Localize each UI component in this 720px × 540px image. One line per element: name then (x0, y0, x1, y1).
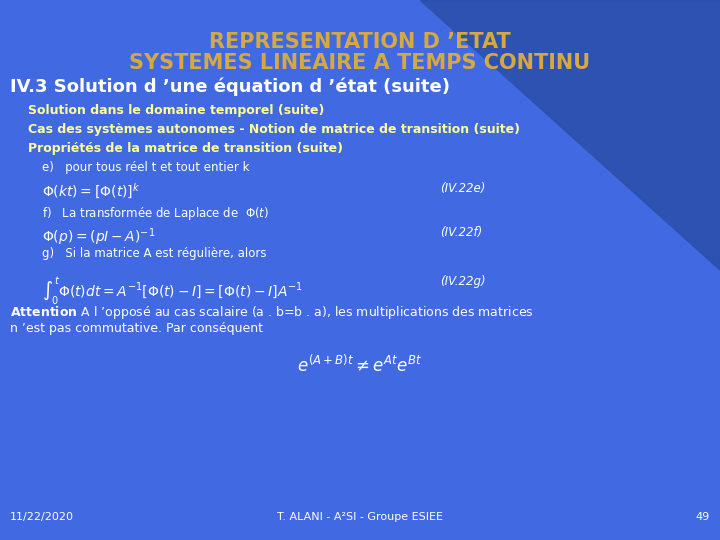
Text: Cas des systèmes autonomes - Notion de matrice de transition (suite): Cas des systèmes autonomes - Notion de m… (28, 123, 520, 136)
Text: $\int_0^t \Phi(t)dt = A^{-1}\left[\Phi(t) - I\right] = \left[\Phi(t) - I\right]A: $\int_0^t \Phi(t)dt = A^{-1}\left[\Phi(t… (42, 275, 303, 307)
Polygon shape (420, 0, 720, 270)
Text: 11/22/2020: 11/22/2020 (10, 512, 74, 522)
Text: (IV.22f): (IV.22f) (440, 226, 482, 239)
Text: (IV.22e): (IV.22e) (440, 182, 485, 195)
Text: $e^{(A+B)t} \neq e^{At}e^{Bt}$: $e^{(A+B)t} \neq e^{At}e^{Bt}$ (297, 355, 423, 376)
Text: 49: 49 (696, 512, 710, 522)
Text: $\Phi(p) = (pI - A)^{-1}$: $\Phi(p) = (pI - A)^{-1}$ (42, 226, 156, 248)
Text: T. ALANI - A²SI - Groupe ESIEE: T. ALANI - A²SI - Groupe ESIEE (277, 512, 443, 522)
Text: REPRESENTATION D ’ETAT: REPRESENTATION D ’ETAT (209, 32, 511, 52)
Text: Propriétés de la matrice de transition (suite): Propriétés de la matrice de transition (… (28, 142, 343, 155)
Text: n ’est pas commutative. Par conséquent: n ’est pas commutative. Par conséquent (10, 322, 263, 335)
Text: $\Phi(kt) = \left[\Phi(t)\right]^k$: $\Phi(kt) = \left[\Phi(t)\right]^k$ (42, 182, 140, 201)
Text: $\mathbf{Attention}$ A l ’opposé au cas scalaire (a . b=b . a), les multiplicati: $\mathbf{Attention}$ A l ’opposé au cas … (10, 304, 534, 321)
Text: Solution dans le domaine temporel (suite): Solution dans le domaine temporel (suite… (28, 104, 325, 117)
Text: SYSTEMES LINEAIRE A TEMPS CONTINU: SYSTEMES LINEAIRE A TEMPS CONTINU (130, 53, 590, 73)
Text: g)   Si la matrice A est régulière, alors: g) Si la matrice A est régulière, alors (42, 247, 266, 260)
Text: (IV.22g): (IV.22g) (440, 275, 485, 288)
Text: IV.3 Solution d ’une équation d ’état (suite): IV.3 Solution d ’une équation d ’état (s… (10, 78, 450, 97)
Text: e)   pour tous réel t et tout entier k: e) pour tous réel t et tout entier k (42, 161, 250, 174)
Text: f)   La transformée de Laplace de  $\Phi(t)$: f) La transformée de Laplace de $\Phi(t)… (42, 205, 269, 222)
